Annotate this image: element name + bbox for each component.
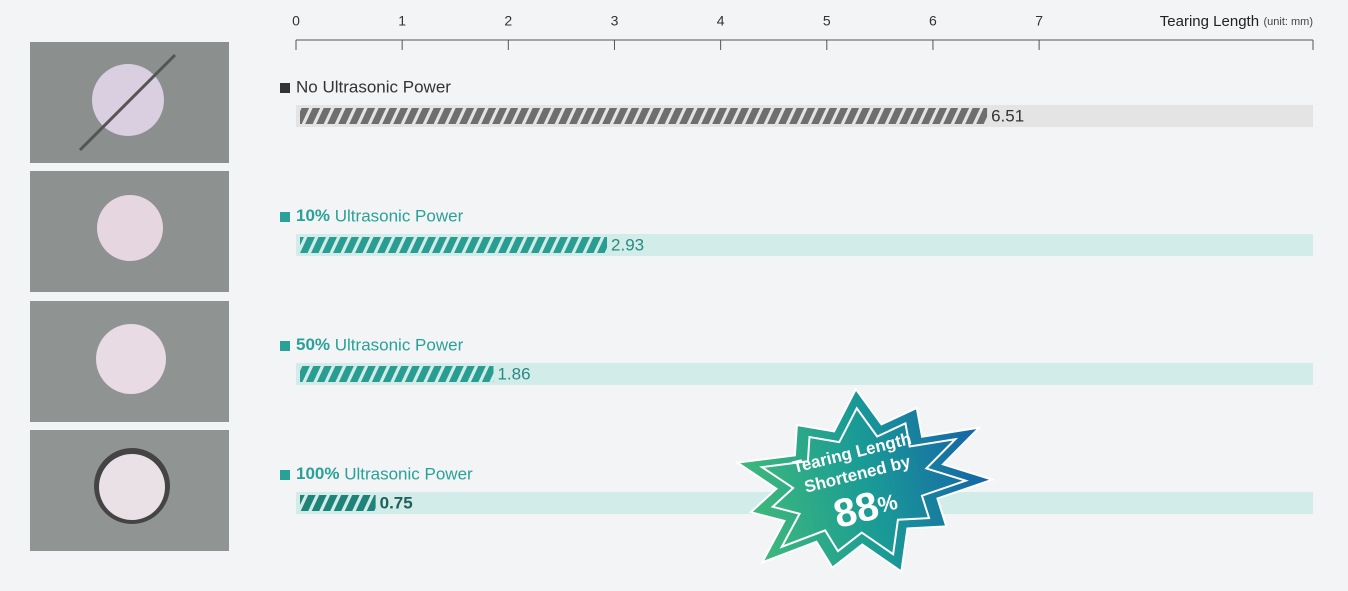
value-label: 2.93 bbox=[611, 235, 644, 254]
photos bbox=[30, 42, 229, 551]
burst-inner bbox=[759, 406, 969, 556]
x-tick-label: 6 bbox=[929, 13, 937, 29]
burst-shape bbox=[734, 387, 996, 574]
x-tick-label: 1 bbox=[398, 13, 406, 29]
photo-tear bbox=[78, 53, 177, 152]
photo-disc bbox=[97, 195, 163, 261]
legend-swatch bbox=[280, 341, 290, 351]
x-tick-label: 7 bbox=[1035, 13, 1043, 29]
value-label: 0.75 bbox=[380, 493, 413, 512]
category-label: 100% Ultrasonic Power bbox=[296, 464, 473, 483]
bar bbox=[300, 237, 608, 253]
bar bbox=[300, 108, 988, 124]
photo-disc bbox=[96, 324, 166, 394]
category-label: No Ultrasonic Power bbox=[296, 77, 451, 96]
category-label: 50% Ultrasonic Power bbox=[296, 335, 464, 354]
value-label: 6.51 bbox=[991, 106, 1024, 125]
legend-swatch bbox=[280, 83, 290, 93]
bar bbox=[300, 495, 376, 511]
category-label: 10% Ultrasonic Power bbox=[296, 206, 464, 225]
x-axis-label: Tearing Length (unit: mm) bbox=[1160, 13, 1313, 30]
legend-swatch bbox=[280, 470, 290, 480]
photo-disc bbox=[99, 454, 165, 520]
bar-track bbox=[296, 363, 1313, 385]
x-axis-unit: (unit: mm) bbox=[1264, 16, 1314, 28]
x-tick-label: 2 bbox=[504, 13, 512, 29]
x-tick-label: 4 bbox=[717, 13, 725, 29]
value-label: 1.86 bbox=[497, 364, 530, 383]
legend-swatch bbox=[280, 212, 290, 222]
x-tick-label: 0 bbox=[292, 13, 300, 29]
x-axis-title: Tearing Length bbox=[1160, 13, 1259, 30]
x-tick-label: 5 bbox=[823, 13, 831, 29]
bar bbox=[300, 366, 494, 382]
x-tick-label: 3 bbox=[611, 13, 619, 29]
